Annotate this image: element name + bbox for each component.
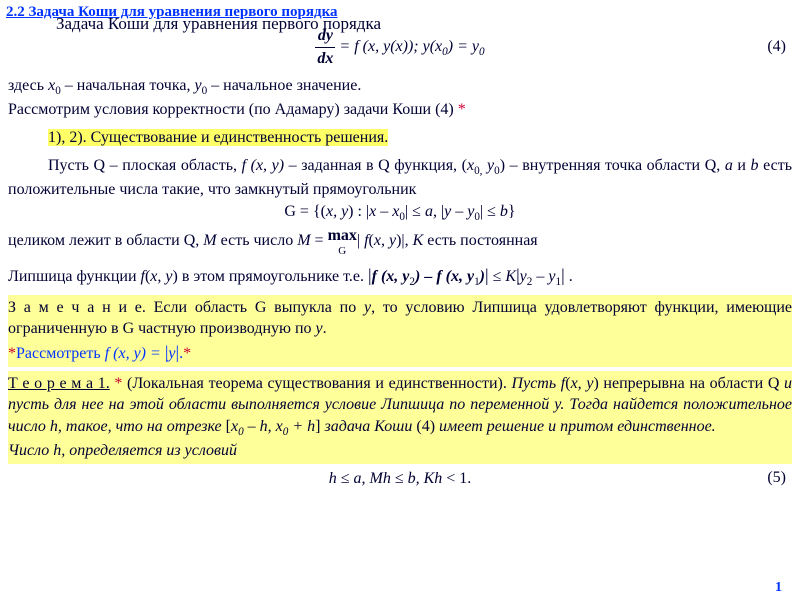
let-q-paragraph: Пусть Q – плоская область, f (x, y) – за…	[8, 155, 792, 201]
existence-uniqueness: 1), 2). Существование и единственность р…	[8, 127, 792, 149]
page-number: 1	[775, 580, 782, 596]
eq-number-5: (5)	[767, 468, 786, 490]
whole-in-q: целиком лежит в области Q, M есть число …	[8, 225, 792, 258]
theorem-block: Т е о р е м а 1. * (Локальная теорема су…	[8, 371, 792, 464]
initial-conditions-text: здесь x0 – начальная точка, y0 – начальн…	[8, 75, 792, 99]
eq-number-4: (4)	[767, 36, 786, 58]
equation-5: h ≤ a, Mh ≤ b, Kh < 1. (5)	[8, 468, 792, 490]
consider-conditions: Рассмотрим условия корректности (по Адам…	[8, 99, 792, 121]
equation-4: dydx = f (x, y(x)); y(x0) = y0 (4)	[8, 25, 792, 69]
g-definition: G = {(x, y) : |x – x0| ≤ a, |y – y0| ≤ b…	[8, 201, 792, 225]
remark-block: З а м е ч а н и е. Если область G выпукл…	[8, 295, 792, 367]
lipschitz-line: Липшица функции f(x, y) в этом прямоугол…	[8, 263, 792, 290]
